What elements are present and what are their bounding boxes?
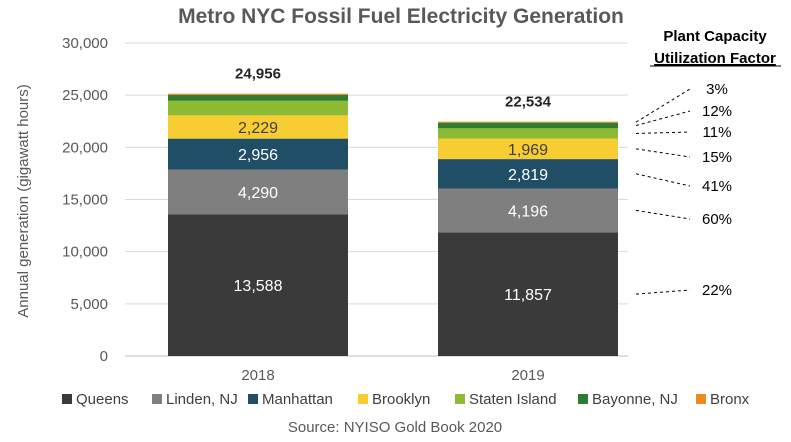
utilization-value: 12% [702, 103, 732, 120]
leader-line [635, 88, 691, 123]
x-tick-label: 2018 [241, 367, 274, 384]
legend-label: Bayonne, NJ [592, 391, 678, 408]
bar-segment [168, 93, 348, 95]
bar-segment [168, 169, 348, 215]
y-tick-label: 15,000 [62, 192, 108, 209]
leader-line [635, 173, 691, 187]
legend-swatch [455, 394, 465, 404]
utilization-annotations: 3% 12% 11% 15% 41% 60% 22% [635, 81, 732, 299]
data-label: 4,290 [238, 185, 278, 202]
utilization-header-line2: Utilization Factor [654, 50, 776, 67]
leader-line [635, 131, 691, 134]
y-tick-label: 25,000 [62, 87, 108, 104]
y-tick-label: 5,000 [70, 296, 108, 313]
legend-label: Brooklyn [372, 391, 430, 408]
bar-segment [168, 100, 348, 116]
utilization-value: 60% [702, 211, 732, 228]
y-tick-label: 10,000 [62, 244, 108, 261]
y-tick-label: 0 [100, 348, 108, 365]
utilization-value: 11% [703, 124, 732, 141]
bar-segment [168, 115, 348, 139]
utilization-value: 22% [702, 282, 732, 299]
chart-title: Metro NYC Fossil Fuel Electricity Genera… [178, 5, 624, 28]
y-axis-ticks: 0 5,000 10,000 15,000 20,000 25,000 30,000 [62, 35, 108, 365]
legend-label: Queens [76, 391, 129, 408]
legend-label: Staten Island [469, 391, 557, 408]
total-label: 24,956 [235, 66, 281, 83]
bar-segment [438, 128, 618, 139]
leader-line [635, 289, 691, 295]
legend-label: Linden, NJ [166, 391, 238, 408]
bar-segment [438, 122, 618, 129]
utilization-value: 15% [702, 149, 732, 166]
data-label: 4,196 [508, 203, 548, 220]
data-label: 2,229 [238, 120, 278, 137]
leader-line [635, 148, 691, 158]
leader-line [635, 110, 691, 127]
data-label: 2,956 [238, 147, 278, 164]
bar-segment [438, 188, 618, 233]
data-label: 1,969 [508, 142, 548, 159]
bar-segment [168, 214, 348, 356]
bar-segment [438, 138, 618, 160]
x-axis-ticks: 2018 2019 [241, 367, 544, 384]
data-label: 13,588 [234, 278, 283, 295]
legend-swatch [578, 394, 588, 404]
source-note: Source: NYISO Gold Book 2020 [288, 419, 502, 436]
data-label: 2,819 [508, 167, 548, 184]
legend-swatch [358, 394, 368, 404]
legend-label: Manhattan [262, 391, 333, 408]
legend-swatch [696, 394, 706, 404]
legend-label: Bronx [710, 391, 750, 408]
bar-segment [438, 159, 618, 189]
y-axis-label: Annual generation (gigawatt hours) [15, 84, 32, 317]
bar-segment [168, 94, 348, 101]
legend-swatch [62, 394, 72, 404]
utilization-value: 41% [702, 178, 732, 195]
leader-line [635, 209, 691, 220]
utilization-value: 3% [706, 81, 728, 98]
bars: 13,588 4,290 2,956 2,229 24,956 11,857 4,196 2,… [168, 66, 618, 356]
bar-segment [438, 121, 618, 123]
y-tick-label: 20,000 [62, 139, 108, 156]
data-label: 11,857 [504, 287, 552, 304]
legend-swatch [152, 394, 162, 404]
legend-swatch [248, 394, 258, 404]
utilization-header-line1: Plant Capacity [663, 28, 767, 45]
x-tick-label: 2019 [511, 367, 544, 384]
total-label: 22,534 [505, 94, 552, 111]
y-tick-label: 30,000 [62, 35, 108, 52]
bar-segment [438, 232, 618, 356]
bar-segment [168, 138, 348, 170]
legend: Queens Linden, NJ Manhattan Brooklyn Staten … [62, 391, 750, 408]
